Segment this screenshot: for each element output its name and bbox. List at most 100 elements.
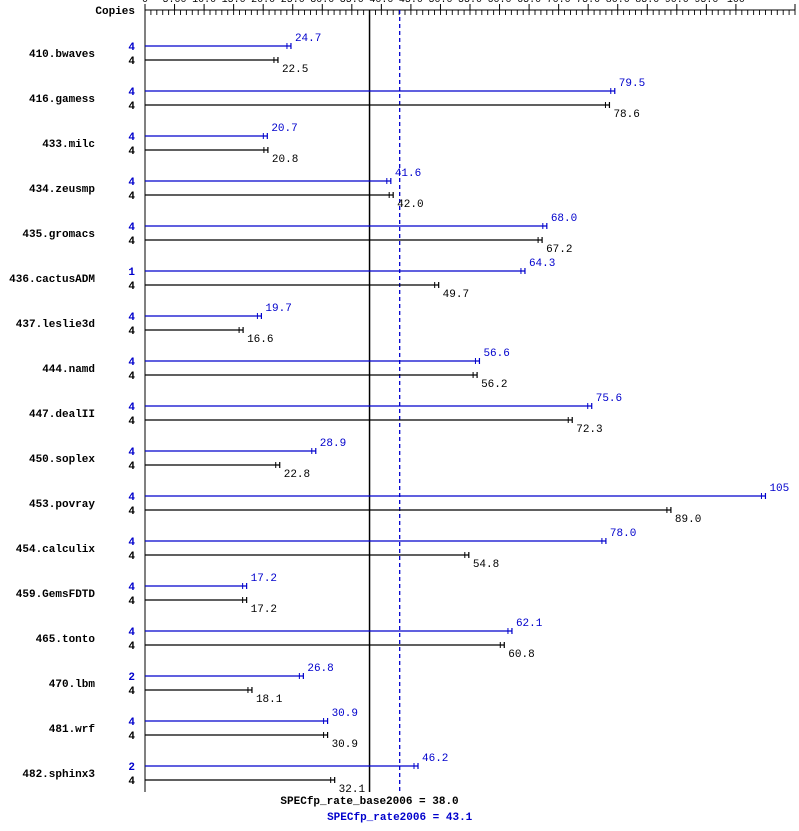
peak-value: 24.7 xyxy=(295,33,321,45)
benchmark-label: 450.soplex xyxy=(29,454,95,466)
base-copies: 4 xyxy=(128,416,135,428)
base-value: 89.0 xyxy=(675,514,701,526)
peak-copies: 4 xyxy=(128,537,135,549)
x-tick-label: 0 xyxy=(142,0,148,6)
peak-copies: 4 xyxy=(128,42,135,54)
base-value: 16.6 xyxy=(247,334,273,346)
base-copies: 4 xyxy=(128,731,135,743)
base-value: 60.8 xyxy=(508,649,534,661)
peak-value: 75.6 xyxy=(596,393,622,405)
base-value: 67.2 xyxy=(546,244,572,256)
peak-copies: 4 xyxy=(128,357,135,369)
x-tick-label: 95.0 xyxy=(694,0,718,6)
peak-value: 78.0 xyxy=(610,528,636,540)
ref-line-label: SPECfp_rate2006 = 43.1 xyxy=(327,812,473,824)
base-copies: 4 xyxy=(128,236,135,248)
base-value: 56.2 xyxy=(481,379,507,391)
peak-copies: 4 xyxy=(128,627,135,639)
peak-value: 62.1 xyxy=(516,618,543,630)
x-tick-label: 60.0 xyxy=(488,0,512,6)
peak-copies: 2 xyxy=(128,672,135,684)
benchmark-label: 459.GemsFDTD xyxy=(16,589,96,601)
peak-copies: 4 xyxy=(128,402,135,414)
peak-copies: 4 xyxy=(128,492,135,504)
peak-copies: 1 xyxy=(128,267,135,279)
ref-line-label: SPECfp_rate_base2006 = 38.0 xyxy=(280,796,458,808)
peak-value: 17.2 xyxy=(251,573,277,585)
base-copies: 4 xyxy=(128,461,135,473)
base-value: 17.2 xyxy=(251,604,277,616)
base-copies: 4 xyxy=(128,56,135,68)
peak-value: 105 xyxy=(769,483,789,495)
benchmark-label: 416.gamess xyxy=(29,94,95,106)
x-tick-label: 25.0 xyxy=(281,0,305,6)
x-tick-label: 10.0 xyxy=(192,0,216,6)
benchmark-label: 481.wrf xyxy=(49,724,96,736)
benchmark-label: 454.calculix xyxy=(16,544,96,556)
peak-copies: 4 xyxy=(128,447,135,459)
base-copies: 4 xyxy=(128,506,135,518)
x-tick-label: 40.0 xyxy=(369,0,393,6)
x-tick-label: 45.0 xyxy=(399,0,423,6)
base-copies: 4 xyxy=(128,281,135,293)
base-copies: 4 xyxy=(128,101,135,113)
x-tick-label: 15.0 xyxy=(222,0,246,6)
base-value: 20.8 xyxy=(272,154,298,166)
base-copies: 4 xyxy=(128,371,135,383)
peak-value: 41.6 xyxy=(395,168,421,180)
base-value: 78.6 xyxy=(613,109,639,121)
peak-value: 68.0 xyxy=(551,213,577,225)
peak-copies: 4 xyxy=(128,312,135,324)
peak-copies: 4 xyxy=(128,717,135,729)
benchmark-label: 434.zeusmp xyxy=(29,184,95,196)
base-value: 32.1 xyxy=(339,784,366,796)
benchmark-label: 410.bwaves xyxy=(29,49,95,61)
peak-value: 28.9 xyxy=(320,438,346,450)
base-value: 42.0 xyxy=(397,199,423,211)
base-value: 54.8 xyxy=(473,559,499,571)
peak-copies: 4 xyxy=(128,177,135,189)
benchmark-label: 447.dealII xyxy=(29,409,95,421)
peak-value: 19.7 xyxy=(265,303,291,315)
base-value: 22.8 xyxy=(284,469,310,481)
peak-value: 56.6 xyxy=(483,348,509,360)
header-copies: Copies xyxy=(95,6,135,18)
base-value: 49.7 xyxy=(443,289,469,301)
base-copies: 4 xyxy=(128,551,135,563)
base-value: 72.3 xyxy=(576,424,602,436)
peak-copies: 4 xyxy=(128,132,135,144)
benchmark-label: 437.leslie3d xyxy=(16,319,95,331)
peak-copies: 2 xyxy=(128,762,135,774)
peak-value: 20.7 xyxy=(271,123,297,135)
x-tick-label: 50.0 xyxy=(428,0,452,6)
benchmark-label: 453.povray xyxy=(29,499,95,511)
base-copies: 4 xyxy=(128,641,135,653)
x-tick-label: 85.0 xyxy=(635,0,659,6)
base-copies: 4 xyxy=(128,686,135,698)
x-tick-label: 55.0 xyxy=(458,0,482,6)
x-tick-label: 80.0 xyxy=(606,0,630,6)
x-tick-label: 20.0 xyxy=(251,0,275,6)
x-tick-label: 75.0 xyxy=(576,0,600,6)
peak-value: 79.5 xyxy=(619,78,645,90)
peak-value: 30.9 xyxy=(332,708,358,720)
peak-copies: 4 xyxy=(128,87,135,99)
peak-value: 64.3 xyxy=(529,258,555,270)
x-tick-label: 35.0 xyxy=(340,0,364,6)
benchmark-label: 444.namd xyxy=(42,364,95,376)
peak-value: 46.2 xyxy=(422,753,448,765)
base-value: 18.1 xyxy=(256,694,283,706)
base-value: 30.9 xyxy=(332,739,358,751)
peak-value: 26.8 xyxy=(307,663,333,675)
spec-chart: Copies05.0010.015.020.025.030.035.040.04… xyxy=(0,0,799,831)
base-copies: 4 xyxy=(128,326,135,338)
peak-copies: 4 xyxy=(128,222,135,234)
benchmark-label: 435.gromacs xyxy=(22,229,95,241)
benchmark-label: 482.sphinx3 xyxy=(22,769,95,781)
x-tick-label: 65.0 xyxy=(517,0,541,6)
x-tick-label: 90.0 xyxy=(665,0,689,6)
benchmark-label: 465.tonto xyxy=(36,634,96,646)
base-copies: 4 xyxy=(128,596,135,608)
x-tick-label: 100 xyxy=(727,0,745,6)
benchmark-label: 470.lbm xyxy=(49,679,96,691)
